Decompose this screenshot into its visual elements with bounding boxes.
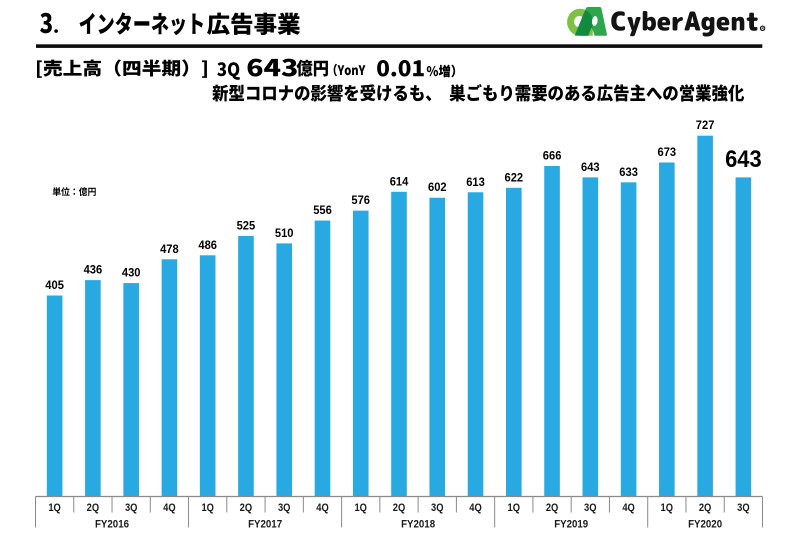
svg-text:3Q: 3Q [278,502,291,514]
svg-text:633: 633 [619,165,638,179]
svg-text:1Q: 1Q [201,502,214,514]
svg-text:1Q: 1Q [661,502,674,514]
svg-text:613: 613 [466,175,485,189]
svg-text:614: 614 [390,174,409,188]
svg-text:FY2017: FY2017 [248,519,282,531]
svg-text:510: 510 [275,226,294,240]
svg-text:3Q: 3Q [584,502,597,514]
svg-text:FY2019: FY2019 [554,519,588,531]
svg-text:FY2016: FY2016 [95,519,129,531]
svg-text:3Q: 3Q [431,502,444,514]
svg-text:436: 436 [84,263,103,277]
svg-text:2Q: 2Q [87,502,100,514]
svg-text:4Q: 4Q [622,502,635,514]
svg-text:4Q: 4Q [469,502,482,514]
svg-text:2Q: 2Q [699,502,712,514]
svg-text:3Q: 3Q [737,502,750,514]
svg-text:R: R [761,27,764,31]
svg-text:3Q: 3Q [125,502,138,514]
svg-text:2Q: 2Q [546,502,559,514]
svg-text:FY2018: FY2018 [401,519,435,531]
svg-text:1Q: 1Q [354,502,367,514]
svg-text:525: 525 [237,218,256,232]
svg-text:1Q: 1Q [48,502,61,514]
svg-text:430: 430 [122,266,141,280]
svg-text:478: 478 [160,242,179,256]
svg-text:673: 673 [658,145,677,159]
svg-text:1Q: 1Q [508,502,521,514]
svg-text:486: 486 [198,238,217,252]
svg-text:2Q: 2Q [240,502,253,514]
svg-text:576: 576 [351,193,370,207]
svg-text:643: 643 [581,160,600,174]
svg-text:602: 602 [428,180,447,194]
svg-text:FY2020: FY2020 [688,519,722,531]
svg-text:556: 556 [313,203,332,217]
svg-text:622: 622 [505,170,524,184]
svg-text:2Q: 2Q [393,502,406,514]
svg-text:666: 666 [543,149,562,163]
svg-text:4Q: 4Q [163,502,176,514]
svg-text:727: 727 [696,118,715,132]
svg-text:405: 405 [45,278,64,292]
svg-text:4Q: 4Q [316,502,329,514]
svg-text:643: 643 [725,146,762,173]
